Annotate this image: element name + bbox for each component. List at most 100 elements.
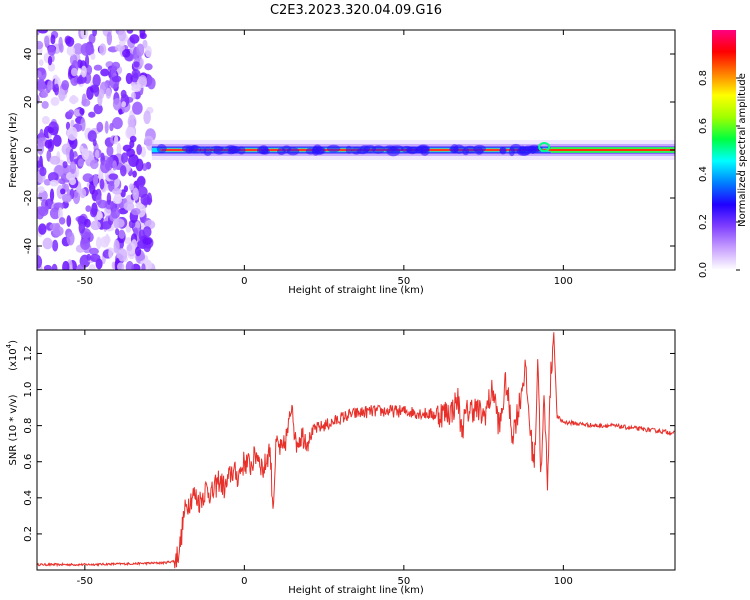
spectrogram-noise-blob <box>49 207 61 220</box>
spectrogram-noise-blob <box>129 135 137 143</box>
spectrogram-noise-blob <box>146 192 153 206</box>
spectrogram-noise-blob <box>37 70 42 78</box>
spectrogram-noise-blob <box>128 183 135 191</box>
spectrogram-noise-blob <box>96 121 104 133</box>
spectrogram-noise-blob <box>78 220 86 234</box>
spectrogram-noise-blob <box>59 43 64 53</box>
spectrogram-noise-blob <box>70 67 78 77</box>
spectrogram-noise-blob <box>123 237 134 244</box>
signal-wiggle <box>210 145 224 153</box>
spectrogram-noise-blob <box>109 122 114 132</box>
snr-y-tick-label: 0.6 <box>23 454 34 470</box>
signal-wiggle <box>508 146 515 157</box>
spectrogram-noise-blob <box>118 229 126 239</box>
spectrogram-x-tick-label: -50 <box>77 276 93 287</box>
spectrogram-noise-blob <box>37 67 47 81</box>
spectrogram-noise-blob <box>121 101 127 108</box>
spectrogram-noise-blob <box>37 186 45 193</box>
spectrogram-noise-blob <box>131 69 141 79</box>
signal-bump <box>538 142 551 152</box>
spectrogram-noise-blob <box>136 175 146 188</box>
spectrogram-noise-blob <box>132 101 143 115</box>
spectrogram-noise-blob <box>49 188 55 202</box>
spectrogram-noise-blob <box>125 72 133 85</box>
spectrogram-noise-blob <box>37 160 43 168</box>
signal-wiggle <box>305 147 316 155</box>
snr-y-ticks: 0.2 0.4 0.6 0.8 1.0 1.2 <box>23 346 675 542</box>
spectrogram-noise-blob <box>123 185 129 193</box>
spectrogram-noise-blob <box>93 103 103 115</box>
spectrogram-noise-blob <box>86 86 94 100</box>
spectrogram-noise-blob <box>142 226 152 238</box>
spectrogram-noise-blob <box>116 248 128 262</box>
spectrogram-noise-blob <box>144 45 152 58</box>
spectrogram-noise-blob <box>47 55 53 66</box>
spectrogram-noise-blob <box>106 31 113 46</box>
colorbar-tick-label: 0.0 <box>698 262 709 278</box>
spectrogram-noise-blob <box>39 166 47 177</box>
spectrogram-noise-blob <box>110 207 121 219</box>
signal-wiggle <box>203 146 212 156</box>
spectrogram-noise-blob <box>94 149 100 159</box>
spectrogram-noise-blob <box>58 178 66 185</box>
spectrogram-noise-blob <box>96 211 103 221</box>
snr-x-tick-label: 50 <box>397 576 410 587</box>
spectrogram-noise-blob <box>139 30 146 38</box>
spectrogram-noise-blob <box>69 148 74 163</box>
spectrogram-x-ticks: -50 0 50 100 <box>77 30 573 287</box>
spectrogram-noise-blob <box>105 87 112 99</box>
spectrogram-noise-blob <box>66 215 72 227</box>
spectrogram-noise-blob <box>44 139 53 149</box>
spectrogram-noise-blob <box>143 110 151 125</box>
spectrogram-noise-blob <box>97 92 103 106</box>
spectrogram-noise-blob <box>123 201 135 211</box>
spectrogram-noise-blob <box>84 218 91 228</box>
spectrogram-noise-blob <box>50 34 56 45</box>
spectrogram-noise-blob <box>58 88 66 102</box>
snr-frame <box>36 329 676 571</box>
spectrogram-noise-blob <box>80 65 87 78</box>
signal-wiggle <box>326 144 341 153</box>
spectrogram-noise-blob <box>112 97 122 111</box>
signal-wiggle <box>473 144 486 153</box>
spectrogram-noise-blob <box>101 221 112 230</box>
spectrogram-noise-blob <box>141 263 146 270</box>
spectrogram-content <box>37 30 675 270</box>
spectrogram-noise-blob <box>126 148 135 158</box>
signal-wiggle <box>499 147 506 154</box>
spectrogram-x-tick-label: 100 <box>554 276 573 287</box>
signal-wiggle <box>463 145 477 154</box>
spectrogram-noise-blob <box>93 64 103 71</box>
colorbar-label: Normalized spectral amplitude <box>737 73 748 227</box>
spectrogram-noise-blob <box>61 79 70 91</box>
spectrogram-noise-blob <box>112 196 123 204</box>
spectrogram-noise-blob <box>108 173 119 180</box>
spectrogram-noise-blob <box>144 63 153 71</box>
spectrogram-noise-blob <box>87 130 97 142</box>
spectrogram-noise-blob <box>61 193 72 203</box>
spectrogram-noise-blob <box>131 207 141 216</box>
spectrogram-noise-blob <box>80 42 92 56</box>
spectrogram-noise-blob <box>90 207 97 218</box>
spectrogram-noise-blob <box>54 83 60 96</box>
spectrogram-noise-blob <box>65 121 71 131</box>
spectrogram-noise-blob <box>37 40 44 50</box>
spectrogram-noise-blob <box>79 188 87 199</box>
spectrogram-noise-blob <box>42 237 53 250</box>
spectrogram-noise-blob <box>52 134 62 147</box>
spectrogram-noise-blob <box>114 135 119 145</box>
spectrogram-noise-blob <box>81 93 87 106</box>
spectrogram-noise-blob <box>90 52 96 60</box>
spectrogram-noise-blob <box>69 177 77 186</box>
spectrogram-noise-blob <box>133 61 140 68</box>
snr-y-tick-label: 1.2 <box>23 346 34 362</box>
spectrogram-noise-blob <box>108 247 113 259</box>
spectrogram-noise-blob <box>38 59 44 66</box>
signal-wiggle <box>156 143 167 154</box>
colorbar-tick-label: 0.8 <box>698 70 709 86</box>
colorbar-tick-label: 0.2 <box>698 214 709 230</box>
snr-y-tick-label: 1.0 <box>23 382 34 398</box>
colorbar-tick-label: 0.6 <box>698 118 709 134</box>
spectrogram-noise-blob <box>126 30 134 34</box>
figure-title: C2E3.2023.320.04.09.G16 <box>270 3 442 18</box>
